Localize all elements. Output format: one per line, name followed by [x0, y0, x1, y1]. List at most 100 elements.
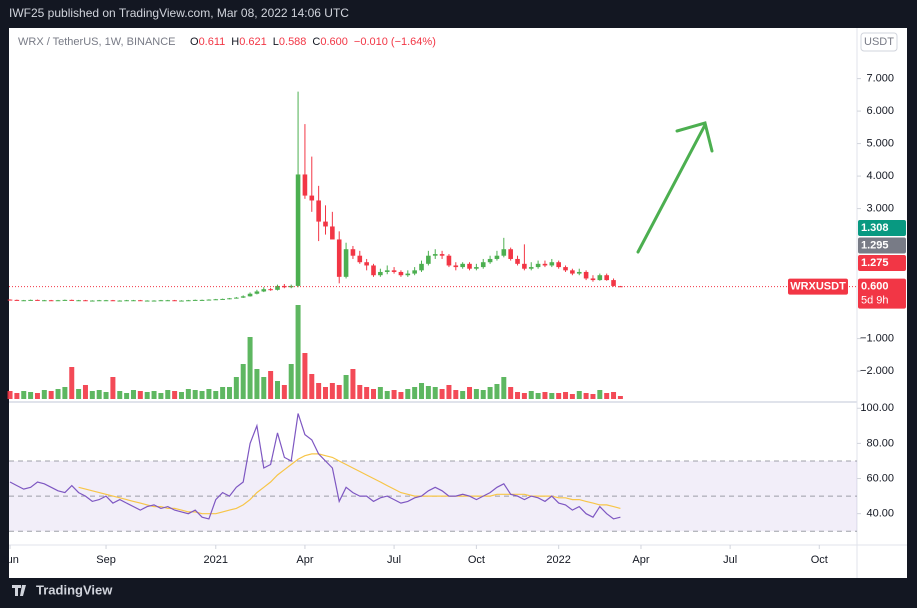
candle-body: [192, 299, 198, 301]
volume-bar: [7, 391, 13, 399]
candle-body: [371, 265, 376, 276]
ohlc-legend: O0.611 H0.621 L0.588 C0.600 −0.010 (−1.64%): [190, 36, 436, 48]
volume-bar: [576, 391, 582, 399]
candle-body: [501, 249, 507, 256]
symbol-badge-label: WRXUSDT: [790, 280, 846, 292]
volume-bar: [89, 391, 95, 399]
candle-body: [55, 300, 61, 302]
y-tick-label: −1.000: [860, 332, 894, 344]
candle-body: [583, 271, 589, 279]
ohlc-value: 0.600: [320, 36, 348, 48]
volume-bar: [439, 389, 445, 399]
candle-body: [384, 270, 390, 272]
candle-body: [21, 300, 27, 302]
volume-bar: [329, 383, 335, 399]
volume-bar: [137, 391, 143, 399]
volume-bar: [130, 390, 136, 399]
ohlc-key: H: [231, 36, 239, 48]
candle-body: [474, 267, 479, 269]
candle-body: [480, 262, 486, 268]
candle-body: [48, 300, 54, 302]
volume-bar: [611, 392, 617, 399]
volume-bar: [82, 385, 88, 399]
candle-body: [570, 270, 575, 274]
volume-bar: [103, 392, 109, 399]
ohlc-value: 0.588: [279, 36, 307, 48]
candle-body: [590, 278, 596, 281]
currency[interactable]: USDT: [864, 36, 894, 48]
candle-body: [556, 262, 561, 268]
candle-body: [206, 299, 212, 301]
volume-bar: [295, 305, 301, 399]
volume-bar: [110, 377, 116, 399]
ohlc-value: 0.621: [239, 36, 267, 48]
volume-bar: [199, 391, 205, 399]
volume-bar: [62, 387, 68, 399]
volume-bar: [69, 367, 75, 399]
candle-body: [35, 299, 40, 301]
candle-body: [323, 221, 328, 227]
trend-arrow: [636, 121, 714, 254]
currency-button[interactable]: [860, 32, 898, 52]
candle-body: [597, 275, 603, 281]
x-tick-label: Apr: [296, 554, 313, 566]
candle-body: [604, 275, 609, 281]
symbol-title: WRX / TetherUS, 1W, BINANCE: [18, 36, 176, 48]
rsi-tick-label: 40.00: [866, 508, 894, 520]
candle-body: [542, 263, 548, 266]
candle-body: [42, 300, 47, 302]
x-tick-label: Oct: [468, 554, 485, 566]
volume-bar: [371, 389, 377, 399]
volume-bar: [515, 392, 521, 399]
volume-bar: [41, 390, 47, 399]
price-badge-label: 1.295: [861, 239, 889, 251]
volume-bar: [391, 390, 397, 399]
chart-area: [9, 28, 907, 578]
volume-bar: [144, 392, 150, 399]
candle-body: [508, 249, 513, 259]
y-tick-label: 3.000: [866, 202, 894, 214]
volume-bar: [14, 393, 20, 399]
volume-bar: [569, 394, 575, 399]
volume-bar: [220, 387, 226, 399]
x-tick-label: Jul: [387, 554, 401, 566]
volume-bar: [590, 394, 596, 399]
volume-bar: [494, 384, 500, 399]
volume-bar: [460, 391, 466, 399]
candle-body: [96, 300, 102, 302]
x-tick-label: Oct: [811, 554, 828, 566]
candle-body: [378, 271, 383, 276]
candle-body: [391, 270, 397, 272]
candle-body: [611, 280, 616, 286]
price-badge-label: 1.275: [861, 257, 889, 269]
volume-bar: [254, 369, 260, 399]
price-badge: [858, 255, 906, 271]
candle-body: [220, 298, 225, 300]
volume-bar: [158, 393, 164, 399]
last-badge: [858, 278, 906, 309]
candle-body: [282, 285, 287, 288]
candle-body: [247, 293, 253, 297]
rsi-ma-line: [78, 453, 621, 515]
candle-body: [227, 298, 232, 300]
volume-bar: [563, 392, 569, 399]
candle-body: [268, 289, 273, 291]
candle-body: [618, 286, 623, 288]
volume-bar: [597, 390, 603, 399]
volume-bar: [336, 385, 342, 399]
candle-body: [172, 300, 177, 302]
candle-body: [254, 291, 260, 294]
publisher: IWF25 published on TradingView.com, Mar …: [9, 6, 349, 20]
volume-bar: [604, 393, 610, 399]
candle-body: [69, 299, 75, 301]
volume-bar: [480, 390, 486, 399]
volume-bar: [213, 391, 219, 399]
volume-bar: [419, 383, 425, 399]
volume-bar: [178, 392, 184, 399]
volume-bar: [240, 364, 246, 399]
candle-body: [460, 263, 465, 268]
y-tick-label: 5.000: [866, 137, 894, 149]
candle-body: [515, 258, 520, 264]
volume-bar: [432, 387, 438, 399]
volume-bar: [55, 389, 61, 399]
